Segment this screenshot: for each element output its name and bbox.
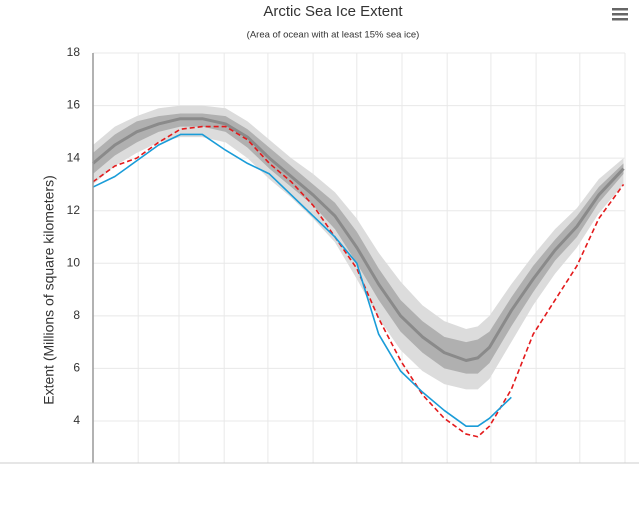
y-tick-label: 10 xyxy=(67,255,81,269)
chart-title: Arctic Sea Ice Extent xyxy=(263,3,403,20)
series-line xyxy=(92,117,625,362)
series-line xyxy=(92,133,512,428)
y-tick-label: 6 xyxy=(73,361,80,375)
series-line xyxy=(92,125,625,438)
menu-bar xyxy=(612,8,628,11)
menu-button[interactable] xyxy=(612,8,628,21)
range-band xyxy=(93,113,624,374)
y-tick-label: 4 xyxy=(73,413,80,427)
y-tick-label: 14 xyxy=(67,150,81,164)
y-tick-label: 12 xyxy=(67,203,81,217)
y-tick-label: 16 xyxy=(67,98,81,112)
menu-bar xyxy=(612,13,628,16)
y-axis-label: Extent (Millions of square kilometers) xyxy=(41,175,57,405)
chart-subtitle: (Area of ocean with at least 15% sea ice… xyxy=(247,30,420,41)
y-tick-label: 8 xyxy=(73,308,80,322)
y-tick-label: 18 xyxy=(67,45,81,59)
menu-bar xyxy=(612,18,628,21)
